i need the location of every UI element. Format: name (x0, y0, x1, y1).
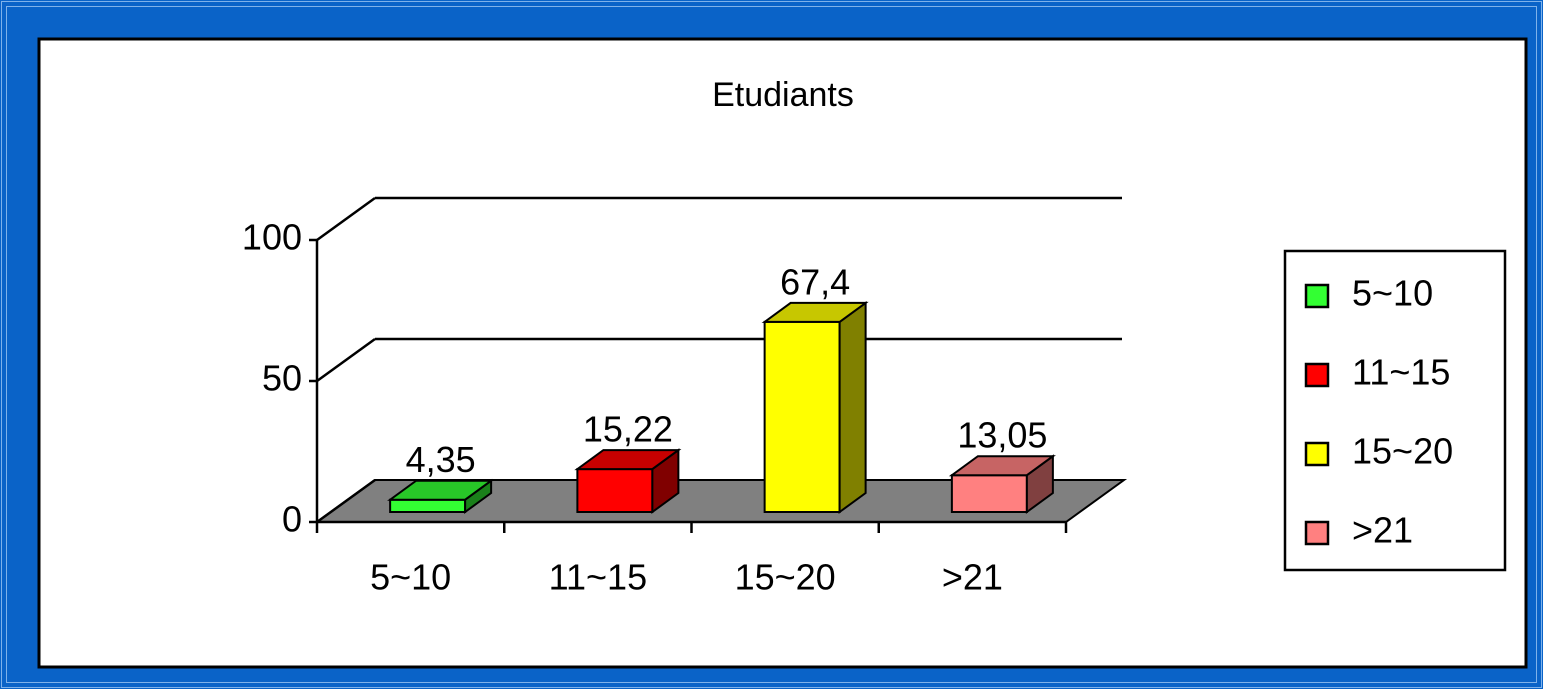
x-tick-label: 5~10 (370, 557, 451, 598)
legend-label: 5~10 (1352, 273, 1433, 314)
bar-top (948, 455, 1056, 477)
bar-side (838, 300, 867, 514)
x-tick-label: 11~15 (549, 557, 647, 598)
y-tick-label: 50 (262, 358, 302, 399)
x-tick-label: >21 (942, 557, 1003, 598)
bar (761, 300, 869, 514)
bar-top (574, 449, 682, 471)
bar (387, 478, 495, 514)
y-tick-label: 100 (242, 217, 302, 258)
bar (948, 454, 1056, 514)
bar-front (763, 320, 841, 513)
value-label: 13,05 (957, 415, 1047, 456)
chart-title: Etudiants (712, 76, 854, 114)
bar-top (761, 301, 869, 323)
legend-label: 15~20 (1352, 431, 1453, 472)
legend-label: 11~15 (1352, 352, 1450, 393)
legend-swatch (1304, 441, 1330, 467)
legend-swatch (1304, 520, 1330, 546)
bar-top (387, 479, 495, 501)
legend-box (1283, 249, 1507, 572)
y-tick-label: 0 (282, 499, 302, 540)
depth-line (316, 337, 376, 383)
inner-border (6, 6, 1537, 683)
x-tick-label: 15~20 (735, 557, 836, 598)
bar-front (389, 498, 467, 513)
legend-swatch (1304, 362, 1330, 388)
value-label: 4,35 (406, 439, 476, 480)
value-label: 67,4 (780, 261, 850, 302)
legend-swatch (1304, 283, 1330, 309)
bar-front (576, 468, 654, 513)
depth-line (316, 196, 376, 242)
value-label: 15,22 (583, 409, 673, 450)
legend-label: >21 (1352, 510, 1413, 551)
bar (574, 448, 682, 514)
depth-line (316, 478, 376, 524)
bar-front (950, 474, 1028, 513)
